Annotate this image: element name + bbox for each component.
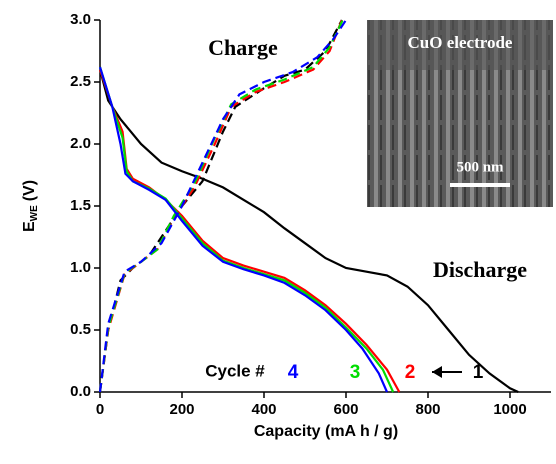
charge-line bbox=[100, 20, 342, 392]
x-tick-label: 600 bbox=[333, 401, 358, 418]
x-tick-label: 0 bbox=[96, 401, 104, 418]
chart: CuO electrode 500 nm Charge Discharge Cy… bbox=[0, 0, 556, 459]
y-tick-label: 1.5 bbox=[70, 197, 91, 214]
discharge-line bbox=[100, 67, 387, 392]
arrow-head bbox=[432, 366, 442, 378]
x-axis-label: Capacity (mA h / g) bbox=[254, 423, 398, 440]
discharge-line bbox=[100, 67, 393, 392]
legend-entry: 4 bbox=[288, 362, 299, 383]
legend-entry: 1 bbox=[473, 362, 484, 383]
y-label-main: E bbox=[21, 221, 38, 232]
y-tick-label: 3.0 bbox=[70, 11, 91, 28]
inset-title: CuO electrode bbox=[408, 33, 513, 52]
x-tick-label: 1000 bbox=[493, 401, 526, 418]
legend-title: Cycle # bbox=[205, 361, 265, 380]
charge-line bbox=[100, 20, 346, 392]
legend-entry: 3 bbox=[350, 362, 361, 383]
discharge-label: Discharge bbox=[433, 257, 527, 282]
y-axis-label: EWE (V) bbox=[21, 180, 39, 232]
scale-bar-label: 500 nm bbox=[456, 159, 504, 175]
legend-entry: 2 bbox=[405, 362, 416, 383]
y-tick-label: 1.0 bbox=[70, 259, 91, 276]
y-label-sub: WE bbox=[29, 205, 40, 221]
discharge-line bbox=[100, 70, 399, 392]
x-tick-label: 200 bbox=[169, 401, 194, 418]
charge-label: Charge bbox=[208, 35, 278, 60]
y-tick-label: 0.5 bbox=[70, 321, 91, 338]
y-tick-label: 2.5 bbox=[70, 73, 91, 90]
y-tick-label: 2.0 bbox=[70, 135, 91, 152]
x-tick-label: 400 bbox=[251, 401, 276, 418]
charge-line bbox=[100, 20, 342, 392]
y-tick-label: 0.0 bbox=[70, 383, 91, 400]
x-tick-label: 800 bbox=[415, 401, 440, 418]
y-label-unit: (V) bbox=[21, 180, 38, 201]
charge-line bbox=[100, 20, 343, 392]
